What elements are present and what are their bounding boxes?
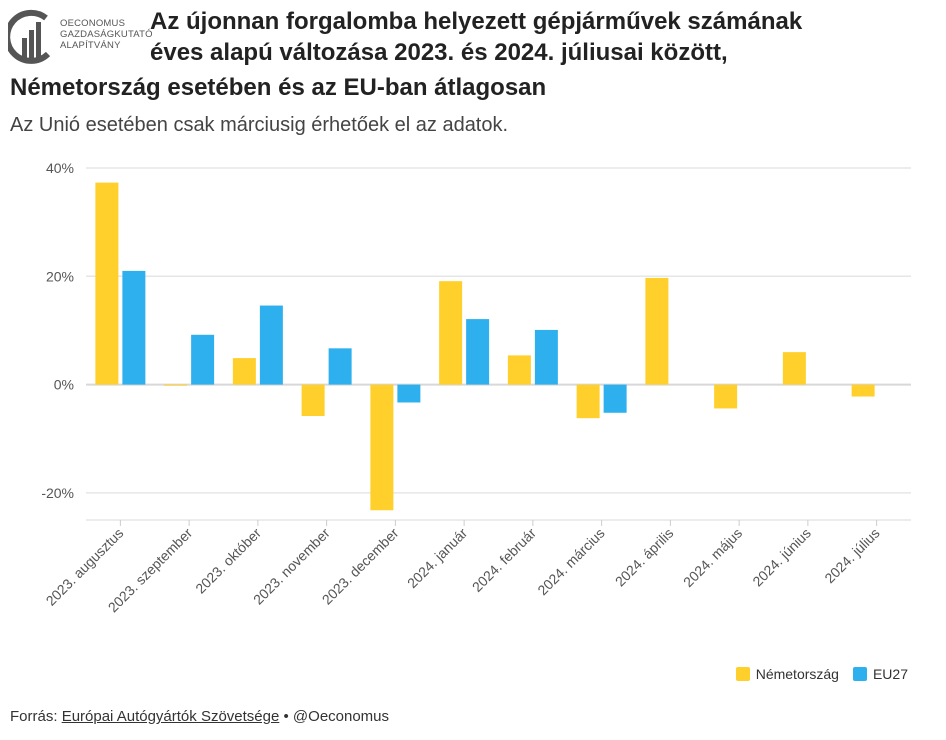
bar-eu xyxy=(122,270,146,385)
bar-germany xyxy=(370,384,394,511)
x-tick-label: 2024. április xyxy=(612,525,677,590)
bar-germany xyxy=(507,355,531,385)
legend-swatch-germany xyxy=(735,667,750,681)
logo: OECONOMUS GAZDASÁGKUTATÓ ALAPÍTVÁNY xyxy=(4,8,153,72)
bar-eu xyxy=(466,319,490,385)
y-axis-ticks: -20% 0% 20% 40% xyxy=(41,160,74,501)
bar-germany xyxy=(301,384,325,417)
x-tick-label: 2024. február xyxy=(469,525,539,595)
source-link[interactable]: Európai Autógyártók Szövetsége xyxy=(61,708,280,725)
bar-eu xyxy=(328,348,352,385)
y-tick-label: -20% xyxy=(41,485,74,501)
logo-line-3: ALAPÍTVÁNY xyxy=(60,40,121,51)
bar-eu xyxy=(534,329,558,385)
source-prefix: Forrás: xyxy=(10,708,58,725)
bar-germany xyxy=(782,352,806,385)
x-tick-label: 2024. május xyxy=(680,525,745,590)
x-tick-label: 2024. január xyxy=(404,525,471,592)
bar-eu xyxy=(397,384,421,403)
y-tick-label: 0% xyxy=(54,377,74,393)
logo-line-2: GAZDASÁGKUTATÓ xyxy=(60,29,153,40)
grid-lines xyxy=(86,167,911,521)
x-tick-label: 2024. március xyxy=(534,525,607,598)
bar-germany xyxy=(851,384,875,397)
source-suffix: • @Oeconomus xyxy=(283,708,390,725)
x-tick-label: 2024. június xyxy=(749,525,814,590)
bar-eu xyxy=(259,305,283,385)
bar-germany xyxy=(645,277,669,385)
x-tick-label: 2024. július xyxy=(821,525,882,586)
bar-eu xyxy=(191,334,215,385)
legend-item-eu: EU27 xyxy=(852,666,908,682)
bar-germany xyxy=(95,182,119,385)
legend-item-germany: Németország xyxy=(735,666,839,682)
bar-eu xyxy=(603,384,627,413)
logo-line-1: OECONOMUS xyxy=(60,18,126,29)
chart-subtitle: Az Unió esetében csak márciusig érhetőek… xyxy=(10,114,509,136)
bar-germany xyxy=(714,384,738,409)
legend: Németország EU27 xyxy=(730,666,908,682)
title-line-2: éves alapú változása 2023. és 2024. júli… xyxy=(150,39,728,66)
legend-label-eu: EU27 xyxy=(872,666,908,682)
title-line-3: Németország esetében és az EU-ban átlago… xyxy=(10,74,547,101)
legend-swatch-eu xyxy=(852,667,867,681)
bar-germany xyxy=(576,384,600,419)
y-tick-label: 20% xyxy=(46,268,74,284)
legend-label-germany: Németország xyxy=(755,666,839,682)
bar-germany xyxy=(439,281,463,385)
bar-germany xyxy=(232,358,256,385)
logo-text: OECONOMUS GAZDASÁGKUTATÓ ALAPÍTVÁNY xyxy=(60,18,153,51)
logo-icon xyxy=(4,9,51,64)
title-line-1: Az újonnan forgalomba helyezett gépjármű… xyxy=(150,8,803,35)
bar-germany xyxy=(164,384,188,386)
x-tick-label: 2023. október xyxy=(192,525,264,597)
chart-title: Az újonnan forgalomba helyezett gépjármű… xyxy=(150,6,930,68)
source-line: Forrás: Európai Autógyártók Szövetsége •… xyxy=(10,708,389,725)
y-tick-label: 40% xyxy=(46,160,74,176)
bars xyxy=(95,182,875,511)
